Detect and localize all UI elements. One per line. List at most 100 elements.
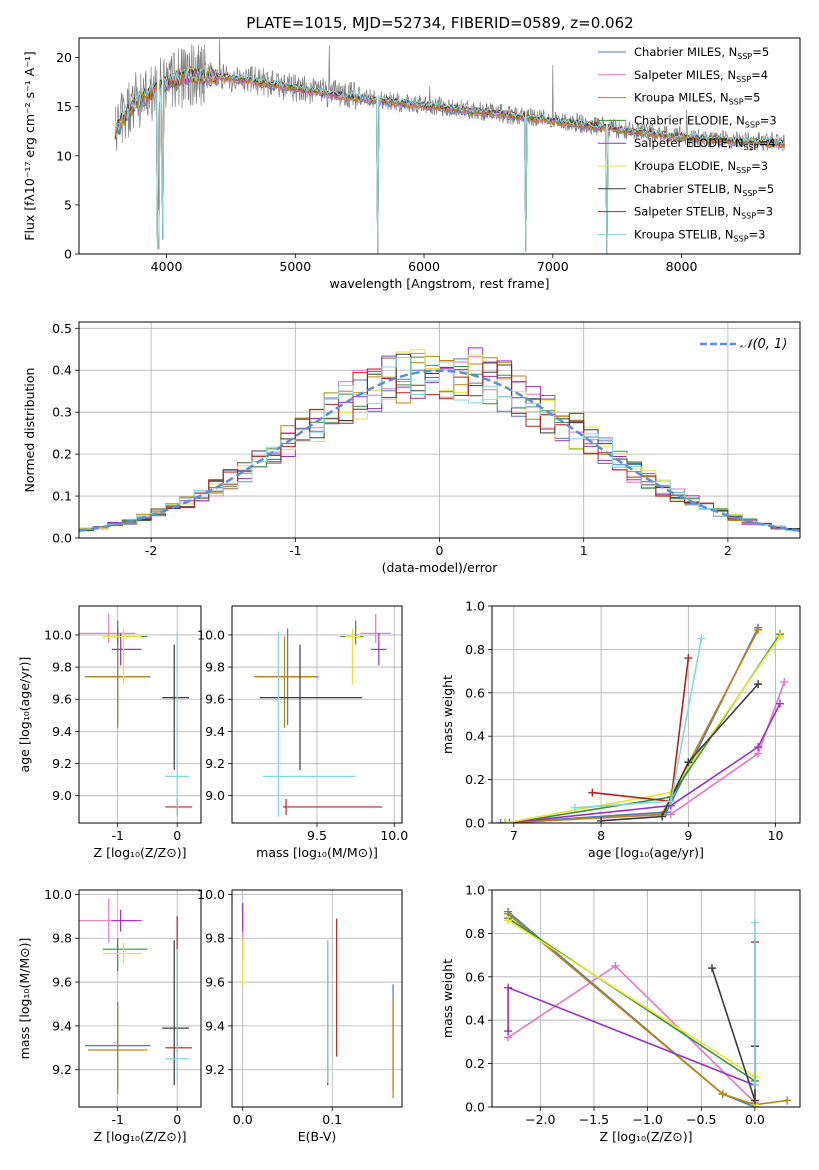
y-tick-label: 9.6: [205, 975, 225, 990]
y-tick-label: 10: [56, 148, 72, 163]
x-tick-label: 0: [436, 543, 444, 558]
legend-label-suffix: =3: [760, 113, 777, 127]
x-tick-label: 4000: [151, 259, 183, 274]
legend-label-main: Salpeter STELIB, N: [634, 205, 741, 219]
legend-label-sub: SSP: [729, 98, 744, 107]
weight-vs-age-plot: 7 8 9 10 0.0 0.2 0.4 0.6 0.8 1.0 age [log₁₀(age/yr…: [440, 599, 801, 860]
weight-marker: [754, 743, 763, 752]
x-tick-label: 8000: [666, 259, 698, 274]
weight-marker: [783, 1096, 792, 1105]
plot-frame: [78, 889, 202, 1108]
residual-histogram-plot: -2 -1 0 1 2 0.0 0.1 0.2 0.3 0.4 0.5 (data-model)/er…: [22, 321, 801, 575]
y-tick-label: 1.0: [465, 883, 485, 898]
x-tick-label: −0.5: [686, 1112, 716, 1127]
weight-series: [496, 623, 789, 823]
y-tick-label: 15: [56, 99, 72, 114]
legend-label-main: Kroupa STELIB, N: [634, 227, 734, 241]
legend-label-suffix: =3: [751, 159, 768, 173]
weight-line: [507, 917, 756, 1105]
legend-label-main: Salpeter ELODIE, N: [634, 136, 744, 150]
y-tick-label: 9.6: [52, 692, 72, 707]
legend-label: Salpeter ELODIE, NSSP=4: [634, 136, 776, 152]
y-tick-label: 10.0: [197, 627, 225, 642]
x-axis-label: Z [log₁₀(Z/Z⊙)]: [600, 1129, 693, 1144]
legend-label-suffix: =5: [752, 45, 769, 59]
y-tick-label: 5: [64, 197, 72, 212]
legend-label-main: Chabrier STELIB, N: [634, 182, 742, 196]
y-tick-label: 0.8: [465, 926, 485, 941]
x-tick-label: -1: [111, 828, 123, 843]
legend-label: Salpeter STELIB, NSSP=3: [634, 205, 773, 221]
y-tick-label: 0.4: [52, 363, 72, 378]
legend-label-suffix: =4: [751, 68, 768, 82]
weight-line: [505, 703, 781, 823]
y-tick-label: 0.0: [465, 1100, 485, 1115]
x-tick-label: −1.5: [579, 1112, 609, 1127]
y-axis-label: mass weight: [440, 675, 455, 754]
weight-marker: [780, 677, 789, 686]
weight-line: [507, 986, 756, 1087]
x-tick-label: 7: [510, 828, 518, 843]
y-tick-label: 9.2: [205, 1062, 225, 1077]
y-tick-label: 10.0: [44, 887, 72, 902]
legend-label-main: Chabrier ELODIE, N: [634, 113, 745, 127]
weight-line: [504, 635, 781, 823]
weight-marker: [611, 961, 620, 970]
legend-label-sub: SSP: [736, 166, 751, 175]
weight-marker: [504, 983, 513, 992]
figure-title: PLATE=1015, MJD=52734, FIBERID=0589, z=0…: [246, 14, 633, 32]
y-tick-label: 9.2: [52, 756, 72, 771]
legend-label-sub: SSP: [741, 212, 756, 221]
y-tick-label: 9.6: [52, 975, 72, 990]
legend-label-main: Chabrier MILES, N: [634, 45, 737, 59]
x-tick-label: -2: [145, 543, 157, 558]
legend-label-sub: SSP: [736, 75, 751, 84]
y-tick-label: 9.2: [52, 1062, 72, 1077]
weight-series: [504, 907, 792, 1107]
y-tick-label: 9.4: [205, 724, 225, 739]
weight-marker: [666, 797, 675, 806]
weight-marker: [570, 803, 579, 812]
weight-marker: [684, 758, 693, 767]
legend-label-main: Kroupa MILES, N: [634, 91, 729, 105]
x-axis-label: Z [log₁₀(Z/Z⊙)]: [94, 845, 187, 860]
x-axis-label: (data-model)/error: [382, 560, 499, 575]
x-tick-label: -1: [289, 543, 301, 558]
model-spectrum-line: [114, 69, 785, 254]
normal-reference-curve: [79, 369, 800, 532]
x-tick-label: 0.0: [745, 1112, 765, 1127]
legend-label-sub: SSP: [745, 120, 760, 129]
x-tick-label: 0.0: [233, 1112, 253, 1127]
legend-label-suffix: =5: [757, 182, 774, 196]
y-tick-label: 9.8: [52, 931, 72, 946]
weight-marker: [697, 634, 706, 643]
legend-label-sub: SSP: [744, 143, 759, 152]
y-tick-label: 0.8: [465, 642, 485, 657]
x-tick-label: 5000: [279, 259, 311, 274]
x-axis-label: wavelength [Angstrom, rest frame]: [329, 276, 549, 291]
weight-marker: [658, 812, 667, 821]
weight-marker: [718, 1089, 727, 1098]
y-tick-label: 9.8: [205, 660, 225, 675]
weight-line: [507, 913, 788, 1106]
errorbars: [79, 898, 193, 1094]
y-axis-label: Flux [fλ10⁻¹⁷ erg cm⁻² s⁻¹ A⁻¹]: [22, 51, 37, 240]
weight-marker: [588, 788, 597, 797]
x-axis-label: E(B-V): [298, 1129, 337, 1144]
weight-marker: [496, 819, 505, 823]
x-tick-label: 7000: [537, 259, 569, 274]
plot-frame: [491, 605, 801, 824]
y-tick-label: 9.4: [52, 1018, 72, 1033]
y-tick-label: 0.5: [52, 321, 72, 336]
weight-marker: [666, 810, 675, 819]
legend-label-sub: SSP: [734, 234, 749, 243]
x-tick-label: 10: [768, 828, 784, 843]
weight-marker: [754, 680, 763, 689]
x-tick-label: 2: [724, 543, 732, 558]
weight-marker: [775, 699, 784, 708]
legend-label: 𝒩(0, 1): [740, 337, 787, 352]
y-tick-label: 0.4: [465, 1013, 485, 1028]
y-tick-label: 9.2: [205, 756, 225, 771]
